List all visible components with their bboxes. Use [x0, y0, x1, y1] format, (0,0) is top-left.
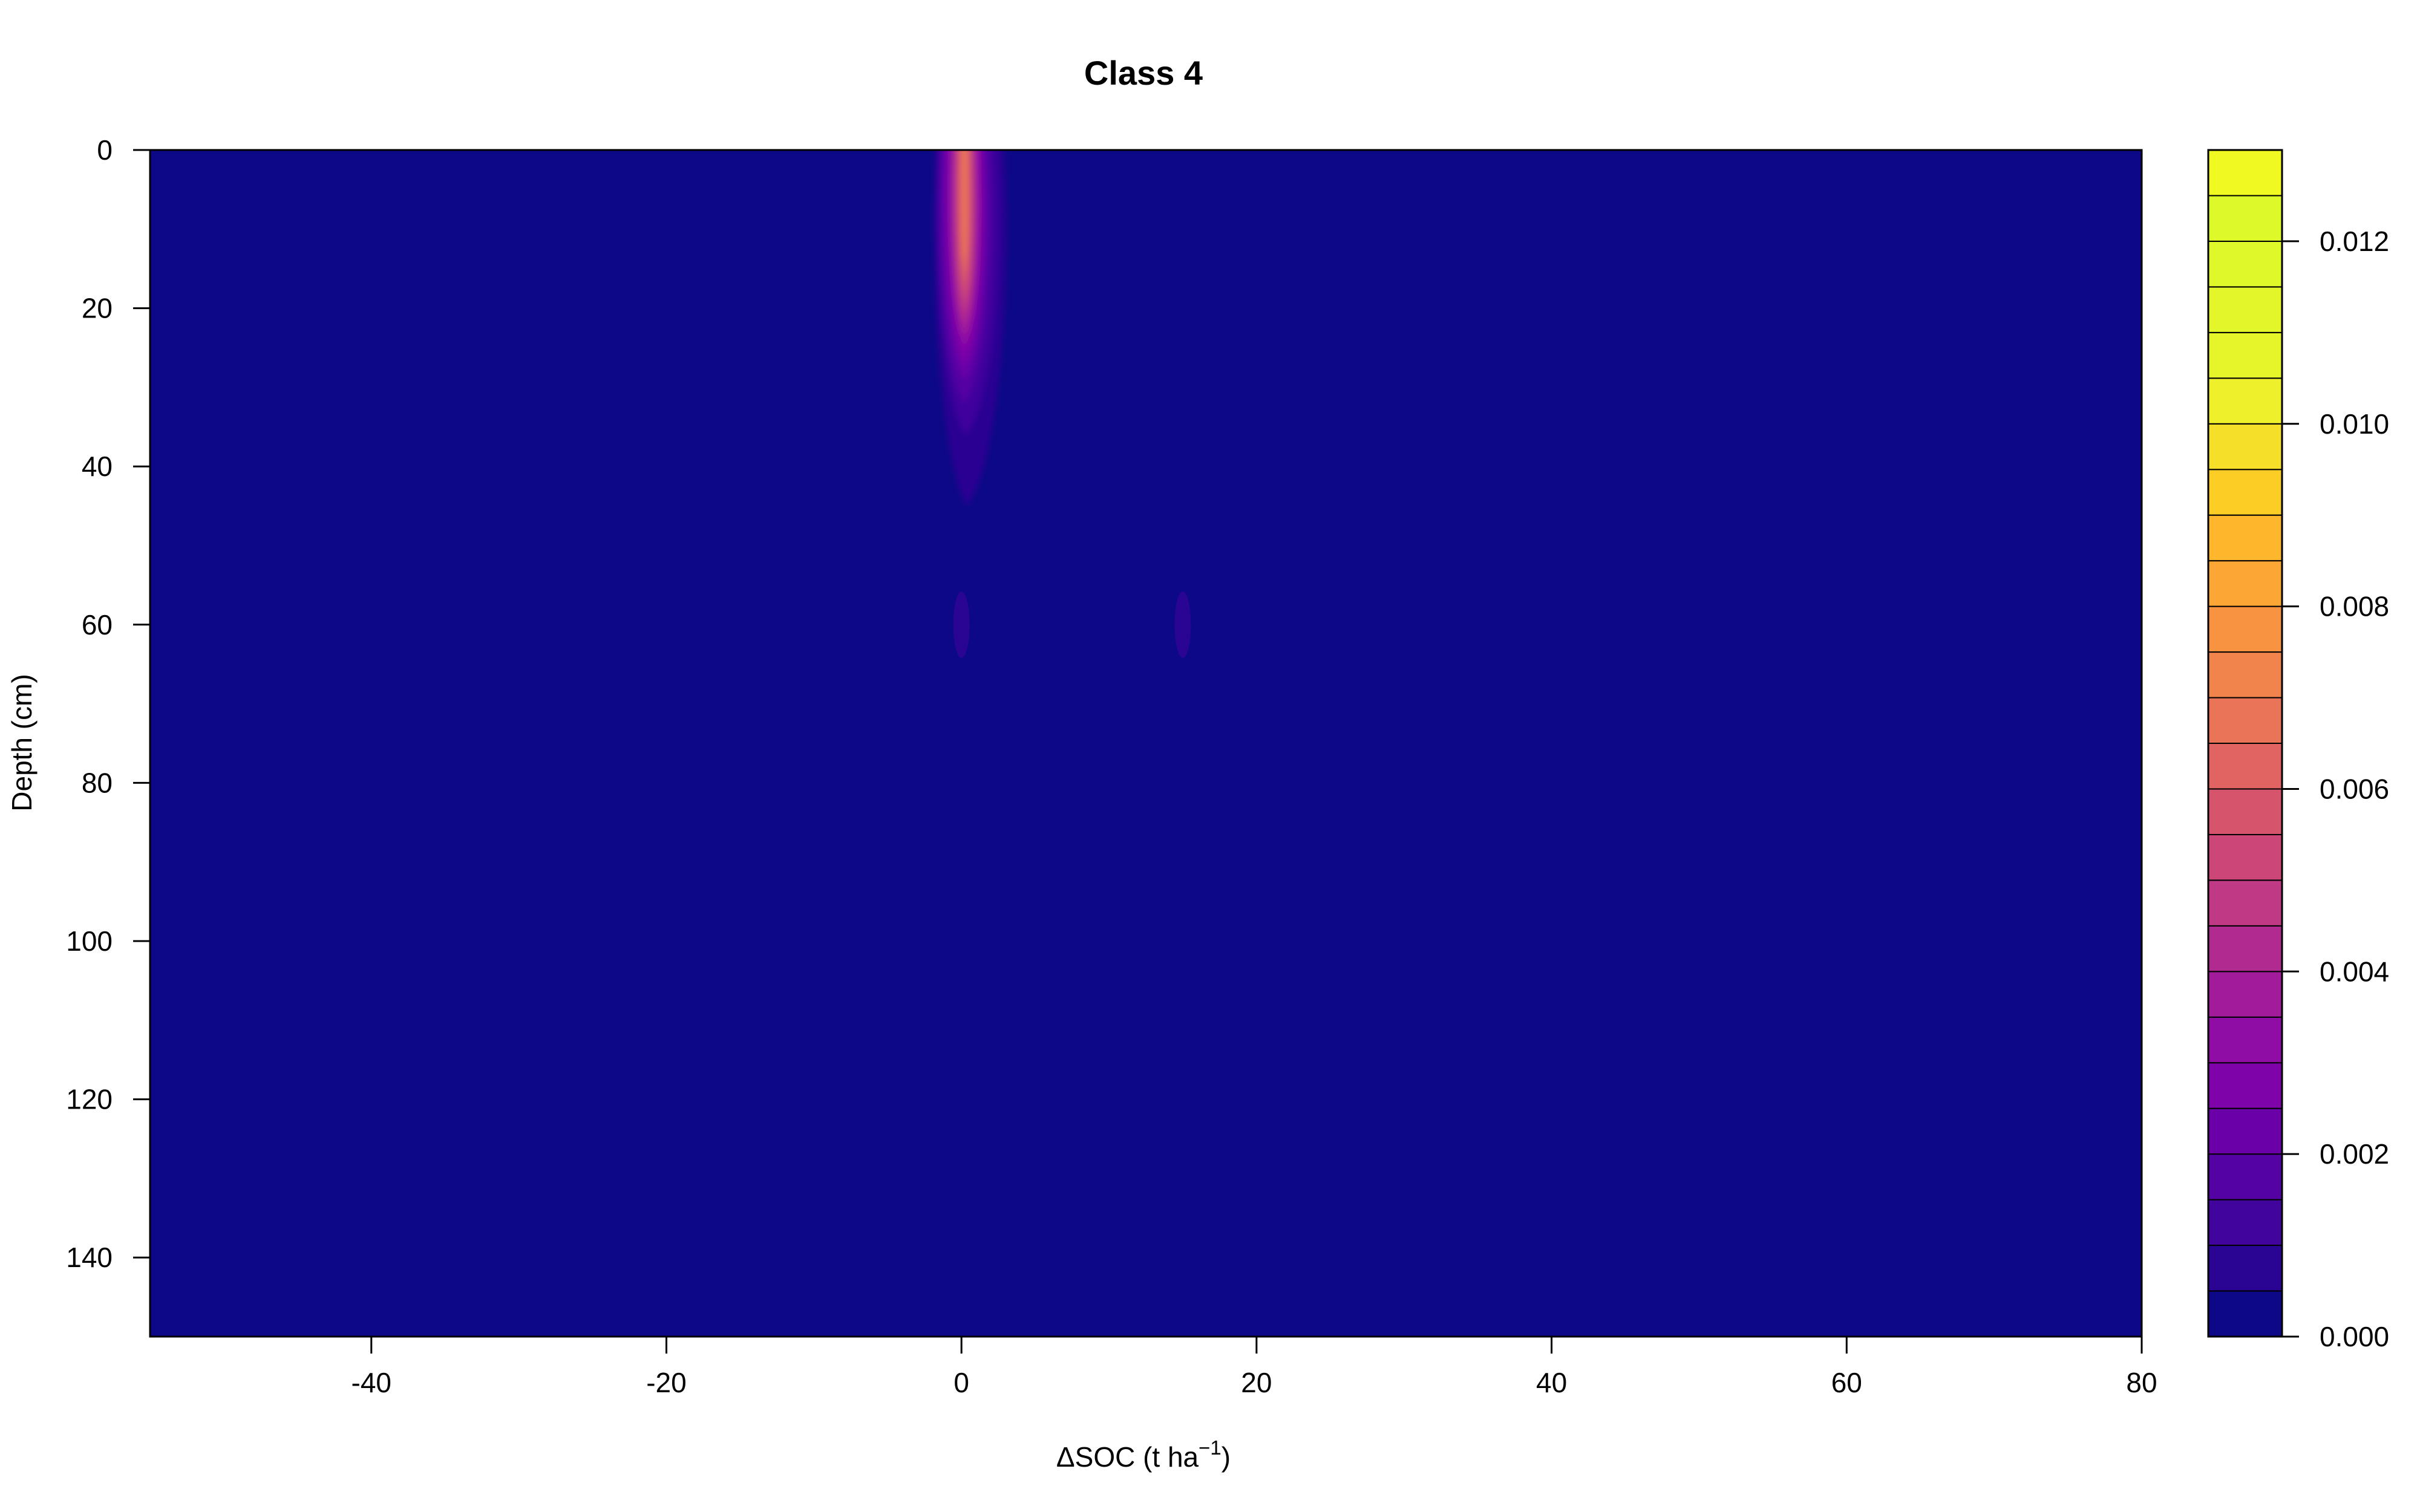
x-tick-label: -40 — [352, 1367, 391, 1398]
y-tick-label: 140 — [66, 1242, 113, 1273]
x-tick-label: 60 — [1831, 1367, 1862, 1398]
colorbar-swatch — [2208, 971, 2283, 1018]
x-axis-label-main: ΔSOC (t ha — [1056, 1441, 1199, 1473]
colorbar-frame — [2207, 149, 2283, 1338]
colorbar-swatch — [2208, 1016, 2283, 1064]
colorbar-swatch — [2208, 1245, 2283, 1292]
colorbar-swatch — [2208, 240, 2283, 288]
colorbar-swatch — [2208, 195, 2283, 242]
colorbar-swatch — [2208, 560, 2283, 607]
y-tick-label: 60 — [82, 609, 113, 640]
colorbar-tick-label: 0.008 — [2320, 591, 2389, 622]
y-tick-label: 100 — [66, 925, 113, 957]
colorbar-tick-label: 0.010 — [2320, 408, 2389, 440]
colorbar-swatch — [2208, 879, 2283, 927]
colorbar-swatch — [2208, 514, 2283, 562]
colorbar-swatch — [2208, 1107, 2283, 1155]
contour-blob — [1174, 591, 1191, 658]
colorbar-swatch — [2208, 697, 2283, 744]
x-tick-label: -20 — [646, 1367, 686, 1398]
colorbar-swatch — [2208, 743, 2283, 790]
colorbar-swatch — [2208, 788, 2283, 835]
colorbar-swatch — [2208, 149, 2283, 197]
colorbar-swatch — [2208, 833, 2283, 881]
y-tick-label: 0 — [97, 134, 113, 166]
x-axis-label-end: ) — [1221, 1441, 1231, 1473]
colorbar-swatch — [2208, 1199, 2283, 1246]
colorbar-swatch — [2208, 605, 2283, 653]
colorbar-swatch — [2208, 1290, 2283, 1338]
colorbar-swatch — [2208, 651, 2283, 699]
colorbar-tick-label: 0.006 — [2320, 773, 2389, 804]
density-field — [934, 150, 1191, 658]
plot-area — [149, 149, 2143, 1338]
colorbar-swatch — [2208, 423, 2283, 471]
y-tick-label: 120 — [66, 1084, 113, 1115]
colorbar-swatch — [2208, 925, 2283, 973]
colorbar-swatch — [2208, 331, 2283, 379]
colorbar-tick-label: 0.002 — [2320, 1138, 2389, 1170]
colorbar: 0.000 0.002 0.004 0.006 0.008 0.010 0.012 — [2207, 149, 2389, 1352]
x-tick-label: 20 — [1241, 1367, 1272, 1398]
colorbar-tick-label: 0.012 — [2320, 226, 2389, 257]
chart-title: Class 4 — [1084, 54, 1203, 92]
x-tick-label: 0 — [953, 1367, 969, 1398]
x-axis-label: ΔSOC (t ha−1) — [1056, 1436, 1231, 1473]
density-background — [150, 150, 2142, 1337]
y-tick-label: 80 — [82, 767, 113, 798]
colorbar-swatch — [2208, 377, 2283, 425]
x-tick-label: 80 — [2126, 1367, 2157, 1398]
colorbar-swatch — [2208, 1062, 2283, 1109]
colorbar-swatch — [2208, 286, 2283, 333]
colorbar-swatch — [2208, 1153, 2283, 1201]
x-axis: -40 -20 0 20 40 60 80 — [352, 1335, 2157, 1398]
contour-blob — [953, 591, 970, 658]
y-axis: 0 20 40 60 80 100 120 140 — [66, 134, 151, 1273]
colorbar-tick-label: 0.000 — [2320, 1321, 2389, 1352]
x-tick-label: 40 — [1536, 1367, 1567, 1398]
contour-band — [961, 150, 968, 265]
colorbar-tick-label: 0.004 — [2320, 956, 2389, 987]
y-tick-label: 20 — [82, 293, 113, 324]
y-axis-label: Depth (cm) — [6, 674, 38, 811]
colorbar-swatch — [2208, 469, 2283, 516]
x-axis-label-superscript: −1 — [1199, 1436, 1221, 1459]
y-tick-label: 40 — [82, 451, 113, 482]
